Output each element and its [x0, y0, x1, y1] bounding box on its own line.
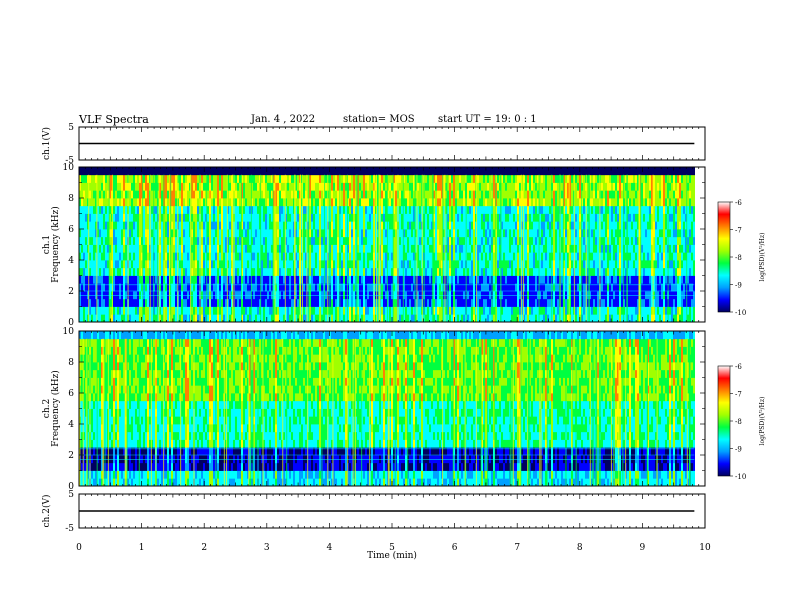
start-time-label: start UT = 19: 0 : 1: [438, 114, 537, 125]
xtick-label: 8: [577, 543, 583, 553]
axis-label: ch.2(V): [41, 495, 52, 528]
ytick-label: 2: [68, 287, 74, 297]
ytick-label: 4: [68, 256, 74, 266]
axis-label: ch.1: [42, 235, 52, 254]
axes-1: 5 -5 ch.1(V): [41, 123, 706, 166]
xtick-label: 2: [201, 543, 207, 553]
xtick-label: 0: [76, 543, 82, 553]
axes-4: 5 -5 ch.2(V): [41, 490, 706, 534]
xtick-label: 3: [264, 543, 270, 553]
colorbar-tick-label: -6: [735, 199, 742, 207]
xtick-label: 7: [514, 543, 520, 553]
colorbar-tick-label: -9: [735, 282, 742, 290]
ytick-label: 5: [68, 123, 74, 133]
ytick-label: -5: [65, 524, 74, 534]
colorbar-tick-label: -10: [735, 309, 746, 317]
xtick-label: 5: [389, 543, 395, 553]
ytick-label: 10: [63, 163, 75, 173]
colorbar-tick-label: -8: [735, 418, 742, 426]
ytick-label: 2: [68, 451, 74, 461]
axis-label: Frequency (kHz): [50, 206, 61, 283]
colorbar-label: log(PSD)(V²/Hz): [759, 233, 766, 282]
ytick-label: 8: [68, 358, 74, 368]
ytick-label: 4: [68, 420, 74, 430]
date-label: Jan. 4 , 2022: [251, 114, 316, 125]
colorbar-label: log(PSD)(V²/Hz): [759, 397, 766, 446]
axis-label: ch.2: [42, 399, 52, 418]
ytick-label: -5: [65, 156, 74, 166]
colorbar-tick-label: -7: [735, 391, 742, 399]
x-axis-label: Time (min): [367, 550, 417, 561]
station-label: station= MOS: [343, 114, 415, 125]
colorbar-ch2: -6 -7 -8 -9 -10 log(PSD)(V²/Hz): [717, 363, 766, 481]
ytick-label: 10: [63, 327, 75, 337]
spectrogram-ch2: [79, 331, 695, 487]
spectrogram-ch1: [79, 167, 695, 323]
colorbar-ch1: -6 -7 -8 -9 -10 log(PSD)(V²/Hz): [717, 199, 766, 317]
axis-label: Frequency (kHz): [50, 370, 61, 447]
xtick-label: 4: [327, 543, 333, 553]
xtick-label: 6: [452, 543, 458, 553]
ytick-label: 8: [68, 194, 74, 204]
axes-3: 0 2 4 6 8 10 ch.2 Frequency (kHz): [42, 327, 706, 492]
xtick-label: 10: [699, 543, 711, 553]
xtick-label: 1: [139, 543, 145, 553]
colorbar-tick-label: -9: [735, 446, 742, 454]
ytick-label: 6: [68, 225, 74, 235]
xtick-label: 9: [640, 543, 646, 553]
ytick-label: 5: [68, 490, 74, 500]
colorbar-tick-label: -10: [735, 473, 746, 481]
ytick-label: 6: [68, 389, 74, 399]
axes-2: 0 2 4 6 8 10 ch.1 Frequency (kHz): [42, 163, 706, 328]
chart-title: VLF Spectra: [79, 113, 149, 126]
axis-label: ch.1(V): [41, 127, 52, 160]
colorbar-tick-label: -8: [735, 254, 742, 262]
colorbar-tick-label: -7: [735, 227, 742, 235]
ytick-label: 0: [68, 482, 74, 492]
colorbar-tick-label: -6: [735, 363, 742, 371]
ytick-label: 0: [68, 318, 74, 328]
